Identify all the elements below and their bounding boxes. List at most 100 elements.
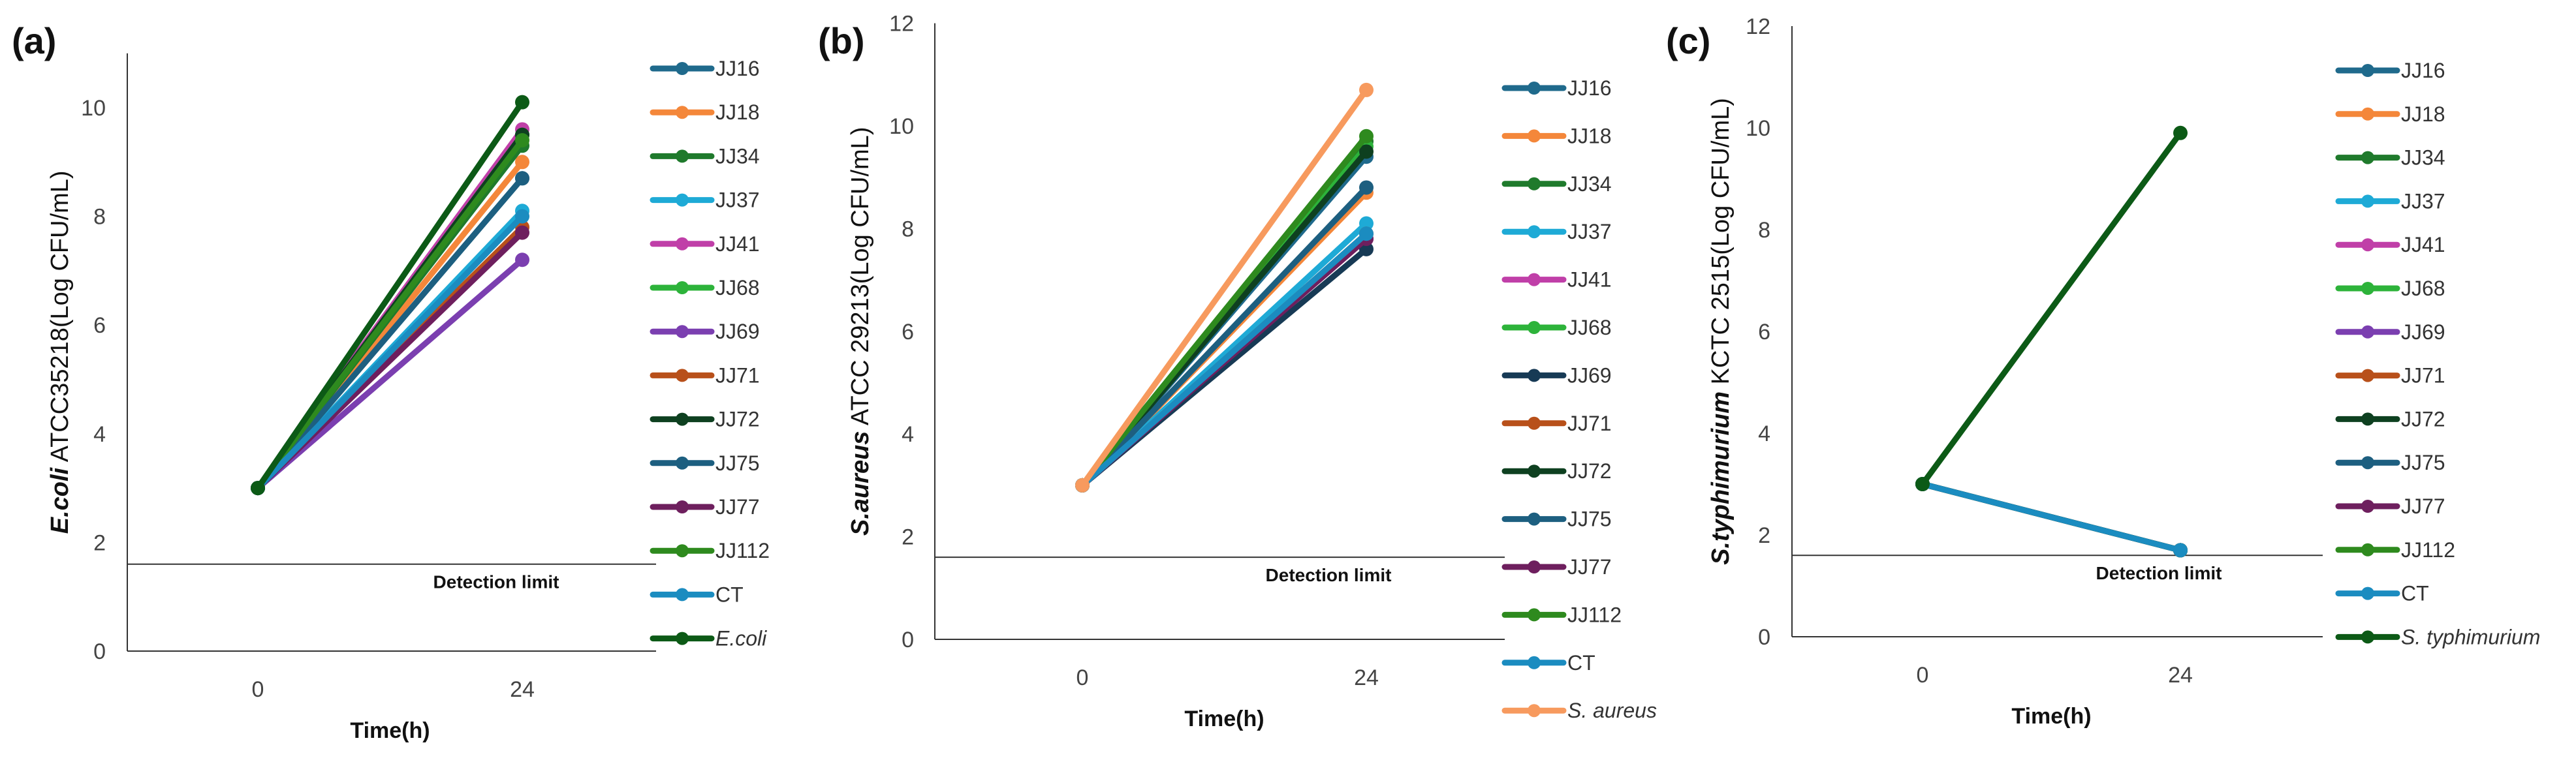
legend-label: JJ75 (2401, 451, 2445, 474)
legend-label: JJ112 (2401, 538, 2455, 562)
y-axis-label-units: ATCC35218(Log CFU/mL) (46, 170, 74, 467)
y-tick-label: 2 (1758, 523, 1770, 548)
data-point (1359, 216, 1374, 231)
y-axis-label-units: KCTC 2515(Log CFU/mL) (1707, 98, 1735, 391)
data-point (2173, 543, 2188, 558)
legend-marker (676, 632, 689, 645)
legend-label: JJ77 (715, 495, 760, 519)
series-line (255, 137, 526, 491)
legend-marker (2361, 369, 2374, 382)
legend-marker (2361, 107, 2374, 121)
legend-marker (676, 412, 689, 426)
y-axis-label-organism: E.coli (46, 466, 74, 534)
legend-label: JJ41 (1567, 268, 1612, 292)
y-tick-label: 10 (889, 114, 914, 139)
legend-label: JJ34 (2401, 146, 2445, 170)
y-tick-label: 0 (902, 628, 914, 652)
legend-marker (2361, 282, 2374, 295)
legend-marker (676, 500, 689, 513)
legend-label: JJ16 (715, 57, 760, 80)
legend-marker (2361, 456, 2374, 470)
legend-label: JJ16 (2401, 59, 2445, 82)
x-axis-label: Time(h) (350, 718, 430, 743)
data-point (1359, 129, 1374, 144)
legend-marker (676, 544, 689, 558)
panel-letter: (a) (12, 20, 56, 61)
legend-label: JJ18 (715, 100, 760, 124)
data-point (515, 209, 529, 224)
series-line (1079, 230, 1370, 489)
x-tick-label: 0 (252, 677, 264, 702)
legend-marker (676, 237, 689, 251)
legend-marker (2361, 500, 2374, 513)
y-tick-label: 4 (93, 422, 106, 447)
legend-label: JJ72 (715, 408, 760, 431)
legend-label: JJ16 (1567, 76, 1612, 100)
legend-label: JJ68 (2401, 277, 2445, 300)
legend-label: JJ71 (2401, 364, 2445, 388)
x-axis-label: Time(h) (1184, 707, 1264, 731)
legend-marker (2361, 194, 2374, 208)
y-tick-label: 6 (1758, 320, 1770, 344)
legend-label: CT (715, 583, 744, 606)
legend-marker (2361, 630, 2374, 644)
legend-label: JJ75 (1567, 508, 1612, 531)
legend-marker (1528, 129, 1541, 143)
y-tick-label: 0 (93, 639, 106, 664)
y-tick-label: 12 (889, 12, 914, 37)
data-point (515, 95, 529, 110)
y-tick-label: 2 (93, 530, 106, 555)
legend-label: JJ18 (2401, 102, 2445, 126)
legend-marker (1528, 321, 1541, 334)
legend-label: JJ34 (715, 144, 760, 168)
y-axis-label: S.typhimurium KCTC 2515(Log CFU/mL) (1707, 98, 1735, 565)
legend-marker (1528, 465, 1541, 478)
legend-marker (676, 588, 689, 602)
legend-marker (2361, 543, 2374, 556)
y-tick-label: 10 (1746, 116, 1770, 141)
legend-marker (1528, 177, 1541, 190)
detection-limit-label: Detection limit (433, 572, 559, 592)
y-tick-label: 4 (902, 422, 914, 447)
legend-label: JJ41 (2401, 233, 2445, 256)
legend-label: JJ68 (715, 276, 760, 299)
data-point (1915, 477, 1930, 491)
legend-marker (1528, 273, 1541, 286)
legend-label: JJ37 (2401, 189, 2445, 213)
legend-label: JJ112 (715, 539, 770, 562)
data-point (2173, 125, 2188, 140)
data-point (515, 171, 529, 186)
legend-label: JJ71 (715, 363, 760, 387)
legend-label: JJ112 (1567, 603, 1622, 626)
x-tick-label: 24 (1354, 665, 1379, 690)
legend-marker (676, 369, 689, 382)
y-tick-label: 10 (81, 96, 106, 121)
y-axis-label-organism: S.typhimurium (1707, 391, 1735, 565)
legend-marker (2361, 587, 2374, 600)
data-point (1075, 478, 1090, 493)
x-tick-label: 0 (1076, 665, 1089, 690)
legend-marker (1528, 82, 1541, 95)
y-tick-label: 2 (902, 525, 914, 550)
panel-letter: (c) (1666, 20, 1710, 61)
legend-marker (1528, 704, 1541, 718)
y-tick-label: 0 (1758, 625, 1770, 650)
legend-marker (1528, 608, 1541, 622)
legend-label: S. typhimurium (2401, 625, 2540, 648)
x-tick-label: 0 (1917, 663, 1929, 688)
data-point (515, 132, 529, 147)
legend-marker (2361, 412, 2374, 426)
legend-label: JJ71 (1567, 412, 1612, 435)
legend-marker (2361, 64, 2374, 77)
legend-label: CT (2401, 582, 2429, 605)
panel-letter: (b) (818, 20, 865, 61)
legend-label: JJ77 (2401, 495, 2445, 518)
legend-label: JJ77 (1567, 555, 1612, 579)
legend-marker (1528, 656, 1541, 669)
legend-marker (676, 62, 689, 75)
y-tick-label: 12 (1746, 14, 1770, 39)
legend-marker (676, 456, 689, 470)
legend-marker (1528, 560, 1541, 573)
legend-marker (2361, 325, 2374, 339)
